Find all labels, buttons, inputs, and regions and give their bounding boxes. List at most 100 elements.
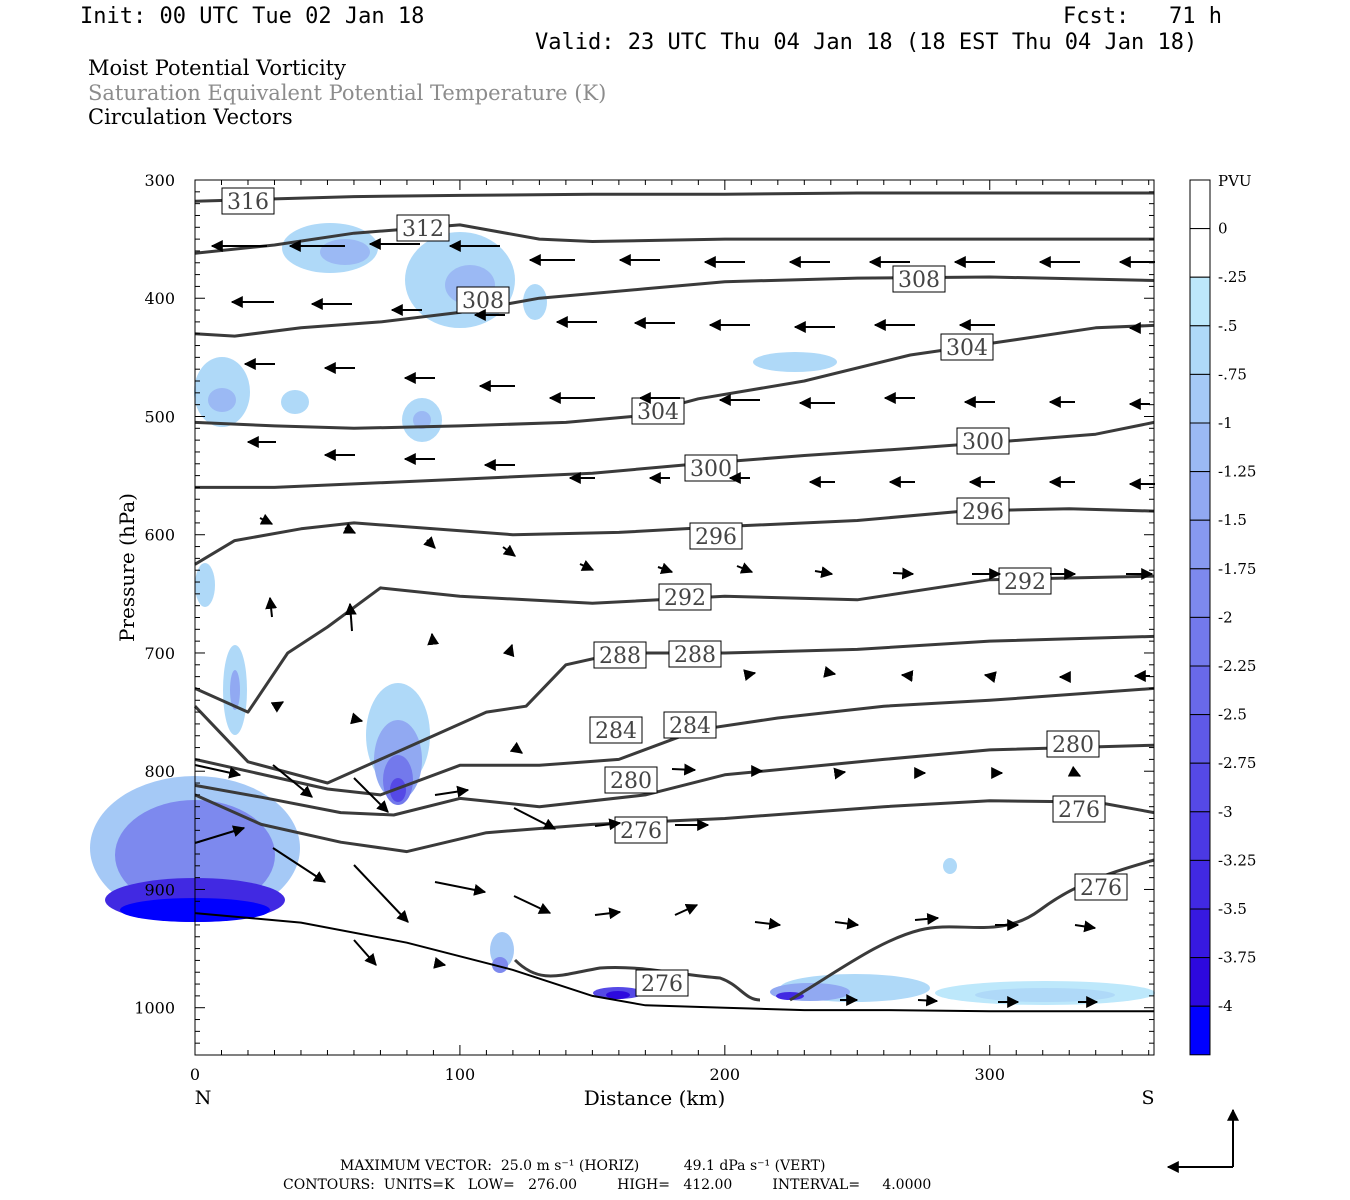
- vector-arrow: [513, 807, 557, 830]
- x-tick-label: 200: [710, 1065, 741, 1084]
- valid-time: Valid: 23 UTC Thu 04 Jan 18 (18 EST Thu …: [535, 30, 1198, 55]
- vector-arrow: [594, 818, 622, 831]
- vector-arrow: [754, 917, 782, 930]
- vector-arrow: [513, 895, 552, 914]
- contour-label: 308: [892, 265, 946, 293]
- vector-arrow: [342, 522, 357, 534]
- title-theta-es: Saturation Equivalent Potential Temperat…: [88, 81, 607, 105]
- contour-label-text: 276: [641, 972, 683, 997]
- vector-arrow: [674, 904, 699, 916]
- vector-arrow: [1067, 765, 1082, 777]
- pv-shading-blob: [413, 411, 431, 429]
- contour-label-text: 276: [620, 819, 662, 844]
- pv-shading-blob: [208, 388, 236, 412]
- y-tick-label: 900: [144, 880, 175, 899]
- contour-label-text: 308: [462, 289, 504, 314]
- x-tick-label: 0: [190, 1065, 200, 1084]
- contour-label-text: 284: [669, 714, 711, 739]
- contour-308: [194, 275, 1155, 338]
- vector-arrow: [657, 562, 674, 575]
- vector-arrow: [270, 701, 285, 713]
- init-time: Init: 00 UTC Tue 02 Jan 18: [80, 4, 425, 29]
- max-vector-note: MAXIMUM VECTOR: 25.0 m s⁻¹ (HORIZ) 49.1 …: [340, 1158, 826, 1174]
- x-tick-label: 300: [974, 1065, 1005, 1084]
- contour-label: 276: [1052, 795, 1106, 823]
- colorbar-segment: [1189, 1005, 1211, 1056]
- pv-shading-blob: [523, 284, 547, 320]
- vector-arrow: [594, 907, 622, 920]
- vector-arrow: [353, 939, 377, 966]
- colorbar-label: -2.25: [1218, 657, 1256, 675]
- colorbar-segment: [1189, 519, 1211, 570]
- colorbar-label: 0: [1218, 220, 1228, 238]
- y-tick-label: 800: [144, 762, 175, 781]
- colorbar-label: -4: [1218, 997, 1233, 1015]
- contour-label: 296: [956, 497, 1010, 525]
- colorbar: PVU 0 -.25 -.5 -.75 -1 -1.25 -1.5 -1.75 -2 -2.25 -2…: [1189, 172, 1256, 1056]
- vector-arrow: [900, 670, 914, 683]
- contour-label-box: [589, 716, 643, 744]
- vector-arrow: [1074, 920, 1097, 933]
- colorbar-segment: [1189, 811, 1211, 861]
- vector-arrow: [434, 785, 470, 798]
- contour-label: 308: [456, 286, 510, 314]
- vector-arrow: [353, 864, 409, 923]
- contour-label-box: [658, 583, 712, 611]
- colorbar-label: -1.25: [1218, 463, 1256, 481]
- forecast-hour: Fcst: 71 h: [1063, 4, 1222, 29]
- contour-label-box: [940, 333, 994, 361]
- contour-label-text: 284: [595, 719, 637, 744]
- colorbar-label: -2.75: [1218, 754, 1256, 772]
- contour-label: 288: [668, 640, 722, 668]
- contour-label: 312: [396, 214, 450, 242]
- vector-arrow: [272, 847, 327, 883]
- pv-shading-blob: [230, 670, 240, 710]
- colorbar-segment: [1189, 422, 1211, 473]
- colorbar-segment: [1189, 568, 1211, 618]
- y-tick-label: 400: [144, 289, 175, 308]
- y-tick-label: 700: [144, 644, 175, 663]
- vector-arrow: [350, 712, 364, 725]
- pv-shading-blob: [492, 957, 508, 973]
- contour-316: [194, 191, 1154, 203]
- colorbar-segment: [1189, 276, 1211, 327]
- vector-arrow: [736, 562, 754, 574]
- colorbar-segment: [1189, 179, 1211, 230]
- colorbar-unit: PVU: [1218, 172, 1252, 190]
- contour-label-text: 300: [690, 457, 732, 482]
- vector-arrow: [265, 596, 278, 618]
- contour-296: [194, 507, 1155, 566]
- colorbar-label: -1.75: [1218, 560, 1256, 578]
- y-tick-label: 300: [144, 171, 175, 190]
- contour-label-box: [1052, 795, 1106, 823]
- contour-label-text: 280: [610, 769, 652, 794]
- vector-arrow: [502, 643, 515, 658]
- colorbar-label: -2.5: [1218, 706, 1247, 724]
- contour-label: 304: [940, 333, 994, 361]
- contour-label-text: 312: [402, 217, 444, 242]
- y-tick-label: 600: [144, 526, 175, 545]
- colorbar-label: -1: [1218, 414, 1233, 432]
- y-tick-label: 1000: [134, 999, 175, 1018]
- colorbar-label: -3.75: [1218, 949, 1256, 967]
- pv-shading-blob: [753, 352, 837, 372]
- vector-arrow: [834, 917, 860, 930]
- pv-shading-blob: [390, 778, 406, 802]
- colorbar-segment: [1189, 665, 1211, 716]
- theta-es-contours: 316 312 308 308 304 304 300 300 296 296 292 292 288 2…: [193, 187, 1155, 1013]
- vector-arrow: [983, 671, 997, 684]
- colorbar-label: -3.25: [1218, 851, 1256, 869]
- contour-label: 300: [684, 454, 738, 482]
- pv-shading-blob: [943, 858, 957, 874]
- contour-label: 300: [956, 427, 1010, 455]
- vector-arrow: [892, 567, 915, 580]
- colorbar-segment: [1189, 325, 1211, 375]
- contour-label-box: [663, 711, 717, 739]
- vector-arrow: [914, 912, 940, 925]
- contour-label-box: [956, 427, 1010, 455]
- contour-label: 280: [1046, 730, 1100, 758]
- pv-shading-blob: [606, 991, 630, 999]
- vector-arrow: [743, 669, 757, 682]
- contour-label-box: [689, 522, 743, 550]
- contour-label-box: [1046, 730, 1100, 758]
